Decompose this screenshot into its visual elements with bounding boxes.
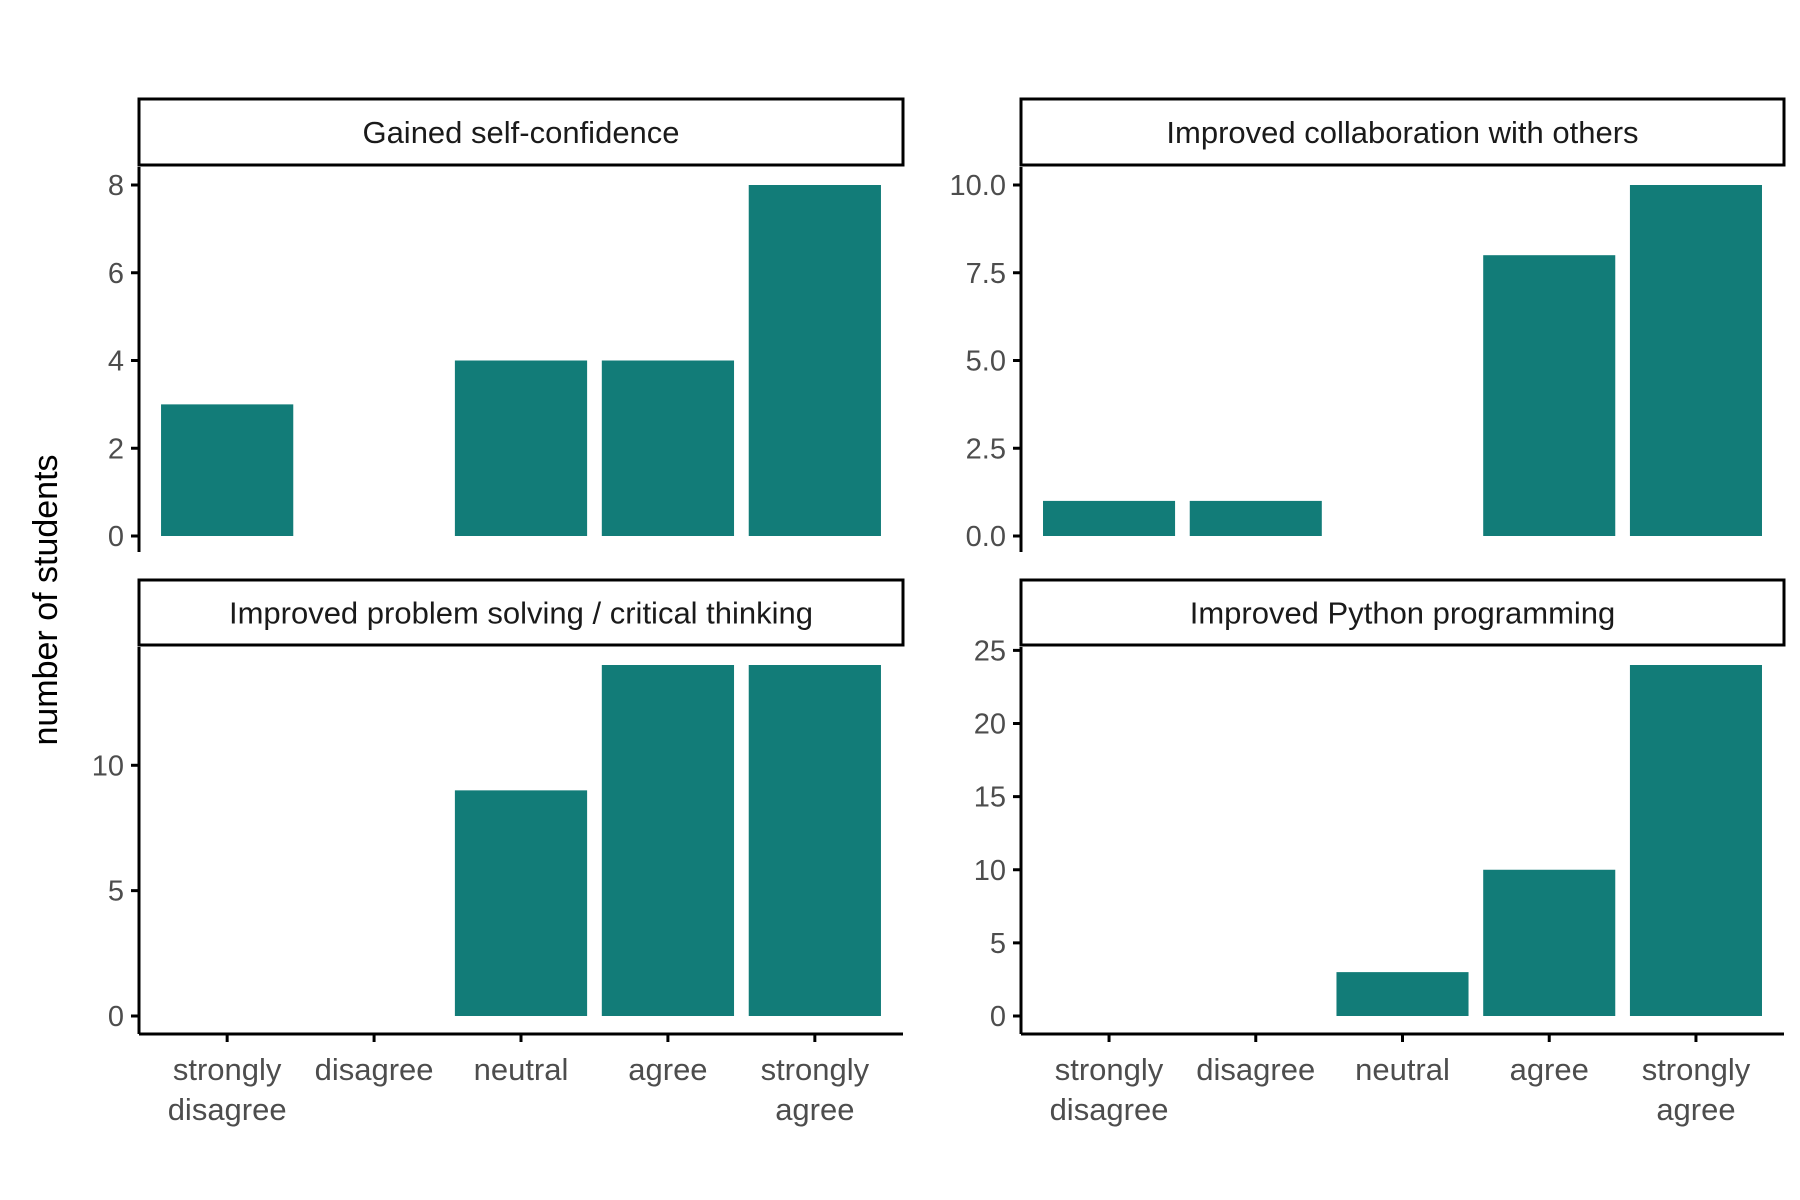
x-tick-label: strongly disagree	[168, 1052, 287, 1127]
y-tick-label: 5	[108, 876, 124, 908]
y-tick-label: 20	[974, 709, 1006, 741]
bar-agree	[601, 360, 735, 536]
y-tick-label: 7.5	[966, 258, 1006, 290]
y-tick-label: 10	[92, 750, 124, 782]
x-tick-label: agree	[628, 1052, 707, 1087]
x-tick-label: neutral	[1355, 1052, 1450, 1087]
facet-panel-2: Improved collaboration with others 0.0 2.5…	[950, 97, 1786, 553]
y-tick-label: 0.0	[966, 521, 1006, 553]
bar-neutral	[1336, 972, 1469, 1016]
y-tick-label: 0	[108, 521, 124, 553]
y-tick-label: 8	[108, 170, 124, 202]
facet-title: Improved Python programming	[1190, 596, 1616, 631]
facet-title: Gained self-confidence	[362, 115, 679, 150]
bar-strongly-disagree	[1043, 500, 1176, 536]
y-tick-label: 5	[990, 928, 1006, 960]
bar-disagree	[1189, 500, 1322, 536]
bar-neutral	[454, 360, 588, 536]
y-tick-label: 2	[108, 433, 124, 465]
facet-title: Improved collaboration with others	[1166, 115, 1638, 150]
x-tick-label: strongly disagree	[1050, 1052, 1169, 1127]
bar-strongly-agree	[748, 665, 881, 1016]
bar-agree	[601, 665, 735, 1016]
x-tick-label: strongly agree	[1642, 1052, 1751, 1127]
bar-strongly-agree	[1629, 185, 1762, 536]
facet-title: Improved problem solving / critical thin…	[229, 596, 813, 631]
y-tick-label: 10	[974, 855, 1006, 887]
bar-agree	[1483, 255, 1616, 536]
y-tick-label: 0	[990, 1001, 1006, 1033]
bar-neutral	[454, 790, 588, 1016]
y-tick-label: 5.0	[966, 346, 1006, 378]
y-tick-label: 10.0	[950, 170, 1006, 202]
facet-panel-1: Gained self-confidence 0 2 4 6 8	[108, 97, 905, 553]
bar-agree	[1483, 869, 1616, 1016]
facet-strip	[1019, 97, 1786, 167]
facet-panel-3: Improved problem solving / critical thin…	[92, 578, 905, 1127]
y-tick-label: 25	[974, 635, 1006, 667]
y-tick-label: 6	[108, 258, 124, 290]
bar-strongly-agree	[1629, 665, 1762, 1016]
y-tick-label: 2.5	[966, 433, 1006, 465]
x-tick-label: agree	[1510, 1052, 1589, 1087]
x-tick-label: neutral	[474, 1052, 569, 1087]
y-axis-title: number of students	[27, 454, 65, 745]
x-tick-label: strongly agree	[761, 1052, 870, 1127]
y-tick-label: 15	[974, 782, 1006, 814]
bar-strongly-disagree	[161, 404, 294, 536]
x-tick-label: disagree	[315, 1052, 434, 1087]
facet-strip	[1019, 578, 1786, 647]
y-tick-label: 0	[108, 1001, 124, 1033]
facet-strip	[137, 97, 905, 167]
bar-strongly-agree	[748, 185, 881, 536]
facet-panel-4: Improved Python programming 0 5 10 15 20 25 str…	[974, 578, 1786, 1127]
x-tick-label: disagree	[1196, 1052, 1315, 1087]
y-tick-label: 4	[108, 346, 124, 378]
facet-strip	[137, 578, 905, 647]
